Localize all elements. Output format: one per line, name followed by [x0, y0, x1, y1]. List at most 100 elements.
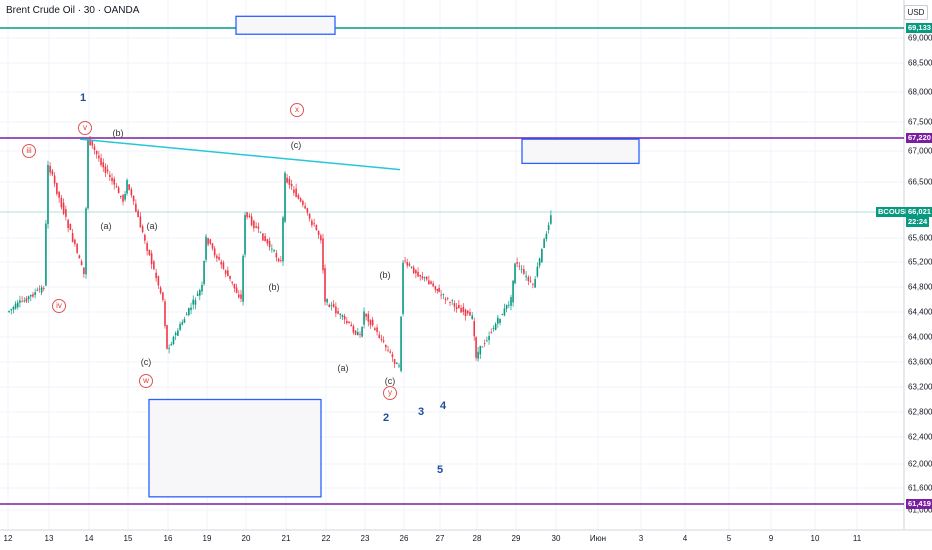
- candle-body: [354, 330, 357, 335]
- candle-body: [23, 300, 26, 302]
- candle-body: [192, 299, 195, 305]
- candle-body: [51, 170, 54, 175]
- candle-body: [229, 275, 231, 279]
- time-tick-label: 29: [511, 534, 521, 543]
- candle-body: [421, 276, 424, 279]
- time-tick-label: 11: [852, 534, 862, 543]
- candle-body: [78, 255, 81, 259]
- candle-body: [196, 293, 199, 296]
- price-tick-label: 69,000: [908, 33, 932, 43]
- candle-body: [69, 223, 72, 231]
- price-tick-label: 65,200: [908, 257, 932, 267]
- candle-body: [359, 334, 361, 335]
- candle-body: [264, 236, 266, 242]
- candle-body: [451, 300, 454, 302]
- candle-body: [235, 287, 238, 294]
- candle-body: [297, 195, 300, 199]
- candle-body: [126, 180, 128, 194]
- candle-body: [65, 209, 67, 217]
- currency-badge[interactable]: USD: [904, 5, 928, 20]
- candle-body: [268, 240, 271, 248]
- target-box-right: [521, 138, 640, 165]
- price-tag-top: 69,133: [906, 23, 932, 33]
- time-tick-label: 27: [435, 534, 445, 543]
- time-tick-label: 19: [202, 534, 212, 543]
- candle-body: [74, 239, 76, 245]
- candle-body: [361, 327, 363, 337]
- candle-body: [203, 260, 205, 285]
- price-tick-label: 68,000: [908, 87, 932, 97]
- candle-body: [464, 309, 467, 317]
- candle-body: [100, 158, 102, 166]
- candle-body: [516, 262, 518, 264]
- candle-body: [473, 321, 476, 337]
- candle-body: [406, 262, 409, 266]
- candle-body: [299, 198, 302, 202]
- candle-body: [382, 340, 385, 342]
- candle-body: [284, 172, 286, 222]
- candle-body: [430, 281, 432, 284]
- candle-body: [80, 261, 83, 266]
- candle-body: [95, 150, 98, 155]
- time-tick-label: 15: [123, 534, 133, 543]
- candle-body: [166, 325, 168, 349]
- candle-body: [322, 238, 324, 271]
- wave-label-impulse: 5: [436, 464, 444, 476]
- candle-body: [380, 338, 383, 341]
- candle-body: [253, 220, 255, 229]
- candle-body: [313, 223, 315, 225]
- candle-body: [378, 334, 381, 339]
- candle-body: [346, 320, 348, 324]
- wave-label-circled: v: [78, 120, 92, 135]
- candle-body: [442, 293, 445, 295]
- candle-body: [162, 292, 164, 300]
- candle-body: [220, 261, 223, 265]
- candle-body: [488, 336, 490, 341]
- candle-body: [423, 277, 426, 278]
- candle-body: [304, 205, 306, 209]
- candle-body: [76, 244, 78, 253]
- candle-body: [122, 195, 124, 202]
- candle-body: [434, 286, 437, 290]
- candle-body: [139, 216, 142, 228]
- candle-body: [475, 337, 477, 358]
- candle-body: [449, 302, 451, 304]
- candle-body: [16, 302, 19, 308]
- time-tick-label: 28: [472, 534, 482, 543]
- candle-body: [205, 236, 207, 260]
- candle-body: [132, 195, 135, 202]
- time-tick-label: 26: [399, 534, 409, 543]
- candle-body: [257, 226, 260, 229]
- candle-body: [177, 330, 179, 336]
- candle-body: [168, 348, 170, 349]
- time-tick-label: 3: [638, 534, 644, 543]
- candle-body: [183, 319, 186, 323]
- candle-body: [89, 136, 91, 146]
- time-tick-label: 12: [3, 534, 13, 543]
- candle-body: [335, 306, 337, 314]
- candle-body: [505, 304, 508, 309]
- candle-body: [211, 243, 214, 249]
- candle-body: [501, 314, 504, 316]
- price-tick-label: 66,500: [908, 177, 932, 187]
- candle-body: [222, 262, 225, 269]
- price-tag-last: 66,021: [906, 207, 932, 217]
- candle-body: [320, 235, 322, 241]
- candle-body: [343, 315, 346, 320]
- candle-body: [387, 349, 389, 351]
- wave-label: (a): [100, 220, 112, 231]
- candle-body: [238, 294, 240, 298]
- time-tick-label: 10: [810, 534, 820, 543]
- candle-body: [58, 191, 60, 198]
- candle-body: [352, 325, 355, 333]
- candle-body: [273, 249, 275, 252]
- candle-body: [150, 253, 153, 265]
- candle-body: [246, 212, 248, 218]
- target-box-top: [235, 15, 336, 35]
- wave-label-circled: x: [290, 103, 304, 117]
- candle-body: [404, 260, 406, 262]
- candle-body: [25, 298, 28, 302]
- price-tick-label: 68,500: [908, 58, 932, 68]
- candle-body: [410, 266, 413, 268]
